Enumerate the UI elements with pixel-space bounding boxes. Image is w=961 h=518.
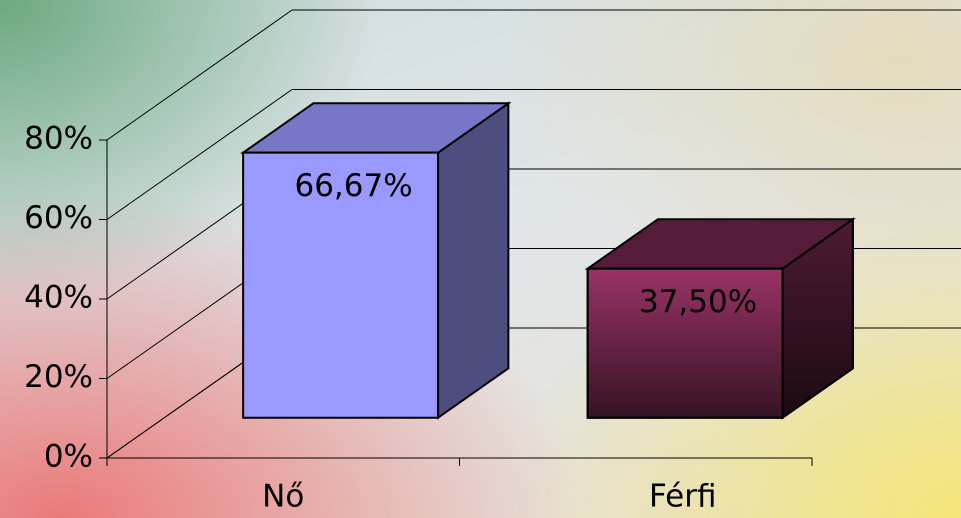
x-tick-label: Férfi [649,479,716,515]
y-tick-label: 0% [44,439,93,475]
y-tick-label: 60% [24,200,93,236]
bar-side [437,101,510,420]
grid-line [106,9,293,141]
data-label: 37,50% [639,284,757,320]
bar-shading [781,217,854,420]
y-tick-label: 40% [24,280,93,316]
y-tick-label: 20% [24,359,93,395]
bar [242,151,440,419]
data-label: 66,67% [294,168,412,204]
grid-line [106,89,293,220]
x-tick-label: Nő [262,479,304,515]
y-tick-label: 80% [24,121,93,157]
